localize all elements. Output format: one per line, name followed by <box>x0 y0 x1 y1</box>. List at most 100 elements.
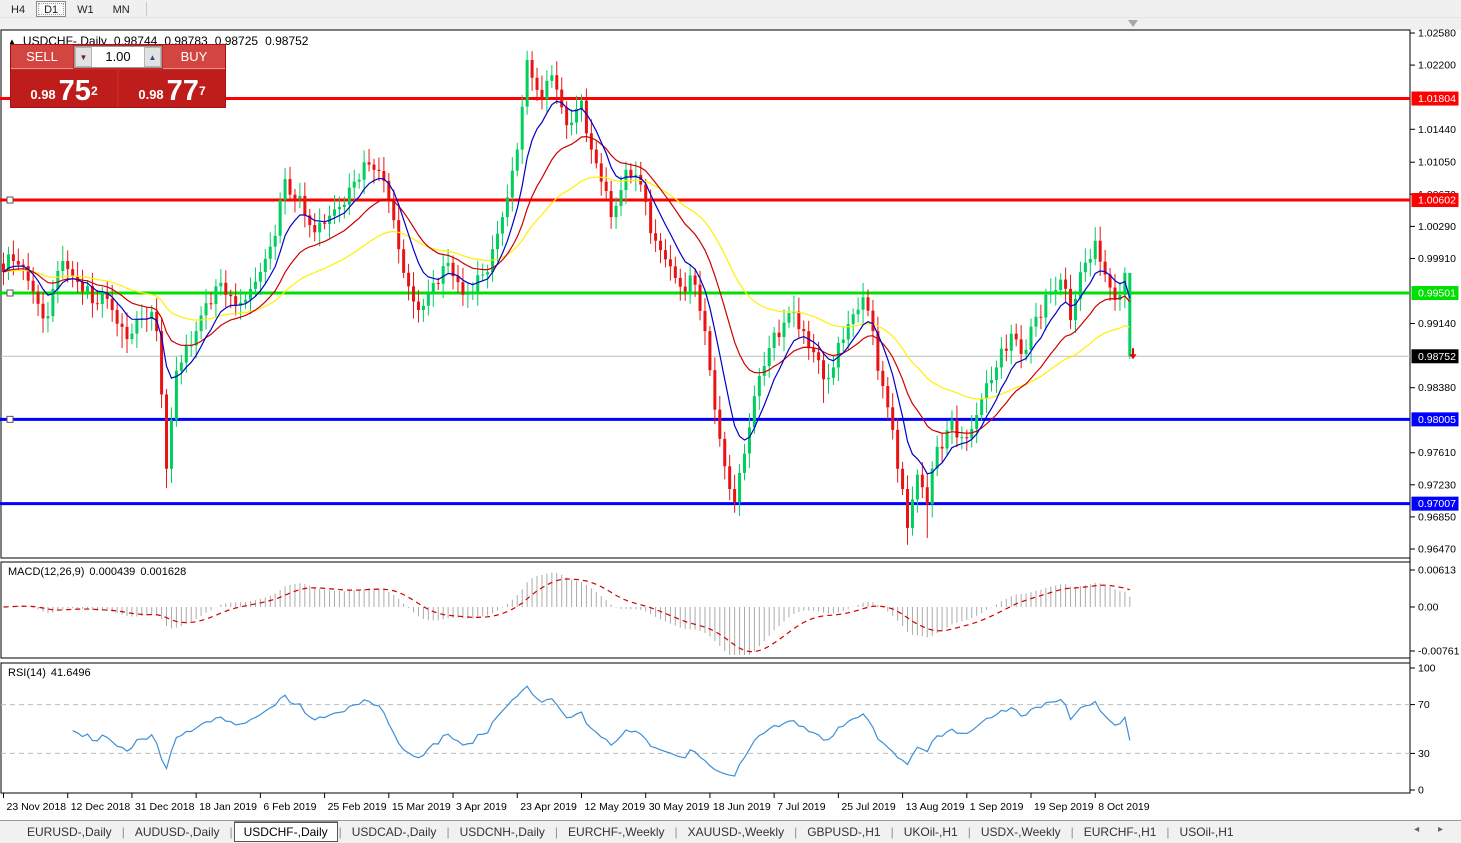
horizontal-level-lines[interactable] <box>0 97 1410 506</box>
macd-label: MACD(12,26,9) 0.000439 0.001628 <box>8 566 186 578</box>
svg-text:1.00290: 1.00290 <box>1418 221 1456 233</box>
chart-tab-eurchf-h1[interactable]: EURCHF-,H1 <box>1083 825 1157 839</box>
tab-separator: | <box>554 825 559 839</box>
svg-text:1.01804: 1.01804 <box>1418 93 1456 105</box>
toolbar-separator <box>145 1 147 16</box>
svg-text:0: 0 <box>1418 785 1424 797</box>
svg-text:25 Jul 2019: 25 Jul 2019 <box>841 801 895 813</box>
timeframe-button-h4[interactable]: H4 <box>3 0 34 17</box>
window-top-strip <box>0 18 1461 30</box>
chart-tab-audusd-daily[interactable]: AUDUSD-,Daily <box>134 825 220 839</box>
svg-text:19 Sep 2019: 19 Sep 2019 <box>1034 801 1094 813</box>
svg-text:1.02580: 1.02580 <box>1418 28 1456 40</box>
svg-text:70: 70 <box>1418 699 1430 711</box>
tab-separator: | <box>674 825 678 839</box>
svg-text:1.02200: 1.02200 <box>1418 60 1456 72</box>
macd-value-1: 0.000439 <box>89 566 136 578</box>
svg-text:13 Aug 2019: 13 Aug 2019 <box>906 801 965 813</box>
chart-tab-usoil-h1[interactable]: USOil-,H1 <box>1179 825 1234 839</box>
chart-area[interactable]: 1.025801.022001.014401.010501.006701.002… <box>0 0 1461 820</box>
buy-button[interactable]: BUY <box>163 45 225 69</box>
svg-text:0.98005: 0.98005 <box>1418 414 1456 426</box>
svg-text:1.00602: 1.00602 <box>1418 195 1456 207</box>
svg-text:31 Dec 2018: 31 Dec 2018 <box>135 801 195 813</box>
sell-price-tile[interactable]: 0.98 75 2 <box>11 70 117 107</box>
buy-price-tile[interactable]: 0.98 77 7 <box>119 70 225 107</box>
svg-text:0.97230: 0.97230 <box>1418 479 1456 491</box>
svg-text:8 Oct 2019: 8 Oct 2019 <box>1098 801 1150 813</box>
svg-text:1 Sep 2019: 1 Sep 2019 <box>970 801 1024 813</box>
current-price-arrow-icon <box>1129 348 1137 360</box>
chart-tab-eurusd-daily[interactable]: EURUSD-,Daily <box>27 825 112 839</box>
volume-input[interactable]: 1.00 <box>92 47 144 67</box>
rsi-indicator <box>1 685 1410 777</box>
svg-text:0.99910: 0.99910 <box>1418 253 1456 265</box>
chart-tab-ukoil-h1[interactable]: UKOil-,H1 <box>903 825 958 839</box>
sell-price-big: 75 <box>58 75 91 107</box>
svg-text:100: 100 <box>1418 663 1436 675</box>
volume-decrease-icon[interactable]: ▼ <box>75 47 92 67</box>
macd-name: MACD(12,26,9) <box>8 566 85 578</box>
svg-text:12 May 2019: 12 May 2019 <box>584 801 645 813</box>
buy-price-prefix: 0.98 <box>138 87 164 102</box>
time-axis[interactable]: 23 Nov 2018 12 Dec 2018 31 Dec 2018 18 Jan … <box>3 793 1150 813</box>
tab-scroll-arrows[interactable]: ◂ ▸ <box>1414 824 1451 835</box>
tab-separator: | <box>229 825 233 839</box>
svg-text:0.00613: 0.00613 <box>1418 565 1456 577</box>
svg-text:12 Dec 2018: 12 Dec 2018 <box>71 801 131 813</box>
timeframe-button-d1[interactable]: D1 <box>36 0 67 17</box>
chart-tab-usdcnh-daily[interactable]: USDCNH-,Daily <box>459 825 545 839</box>
volume-increase-icon[interactable]: ▲ <box>144 47 161 67</box>
timeframe-toolbar: H4 D1 W1 MN <box>0 0 1461 18</box>
sell-price-prefix: 0.98 <box>30 87 56 102</box>
svg-text:0.98752: 0.98752 <box>1418 351 1456 363</box>
chart-tab-usdcad-daily[interactable]: USDCAD-,Daily <box>351 825 437 839</box>
tab-separator: | <box>338 825 342 839</box>
svg-text:0.96470: 0.96470 <box>1418 544 1456 556</box>
tab-separator: | <box>890 825 894 839</box>
svg-text:0.97610: 0.97610 <box>1418 447 1456 459</box>
chart-tab-eurchf-weekly[interactable]: EURCHF-,Weekly <box>568 825 665 839</box>
svg-text:0.99501: 0.99501 <box>1418 288 1456 300</box>
chart-tab-usdchf-daily[interactable]: USDCHF-,Daily <box>233 822 338 842</box>
svg-text:30 May 2019: 30 May 2019 <box>649 801 710 813</box>
collapse-triangle-icon[interactable]: ▲ <box>8 36 16 46</box>
svg-text:0.99140: 0.99140 <box>1418 318 1456 330</box>
rsi-value: 41.6496 <box>50 667 91 679</box>
chart-panes <box>0 29 1411 794</box>
candlestick-series[interactable] <box>2 50 1132 545</box>
svg-text:23 Nov 2018: 23 Nov 2018 <box>7 801 67 813</box>
rsi-name: RSI(14) <box>8 667 46 679</box>
svg-text:15 Mar 2019: 15 Mar 2019 <box>392 801 451 813</box>
buy-price-sup: 7 <box>198 84 206 98</box>
tab-separator: | <box>794 825 798 839</box>
chart-tab-gbpusd-h1[interactable]: GBPUSD-,H1 <box>807 825 881 839</box>
chart-shift-marker-icon[interactable] <box>1128 20 1138 27</box>
svg-text:23 Apr 2019: 23 Apr 2019 <box>520 801 577 813</box>
buy-price-big: 77 <box>166 75 199 107</box>
chart-tab-bar: EURUSD-,Daily | AUDUSD-,Daily | USDCHF-,Dail… <box>0 820 1461 843</box>
svg-text:1.01440: 1.01440 <box>1418 124 1456 136</box>
tab-separator: | <box>446 825 450 839</box>
svg-text:25 Feb 2019: 25 Feb 2019 <box>328 801 387 813</box>
svg-text:0.96850: 0.96850 <box>1418 511 1456 523</box>
tab-separator: | <box>121 825 125 839</box>
chart-tab-usdx-weekly[interactable]: USDX-,Weekly <box>980 825 1061 839</box>
moving-averages <box>3 100 1131 475</box>
tab-separator: | <box>1166 825 1170 839</box>
tab-separator: | <box>1070 825 1074 839</box>
sell-button[interactable]: SELL <box>11 45 73 69</box>
svg-text:1.01050: 1.01050 <box>1418 157 1456 169</box>
svg-text:0.98380: 0.98380 <box>1418 382 1456 394</box>
chart-tab-xauusd-weekly[interactable]: XAUUSD-,Weekly <box>687 825 785 839</box>
timeframe-button-w1[interactable]: W1 <box>69 0 102 17</box>
one-click-trading-panel: SELL ▼ 1.00 ▲ BUY 0.98 75 2 0.98 77 7 <box>10 44 226 108</box>
sell-price-sup: 2 <box>90 84 98 98</box>
price-axis[interactable]: 1.025801.022001.014401.010501.006701.002… <box>1410 28 1460 797</box>
svg-text:18 Jan 2019: 18 Jan 2019 <box>199 801 257 813</box>
svg-text:7 Jul 2019: 7 Jul 2019 <box>777 801 826 813</box>
timeframe-button-mn[interactable]: MN <box>104 0 138 17</box>
svg-text:-0.00761: -0.00761 <box>1418 646 1460 658</box>
tab-separator: | <box>967 825 971 839</box>
macd-indicator <box>3 572 1131 655</box>
